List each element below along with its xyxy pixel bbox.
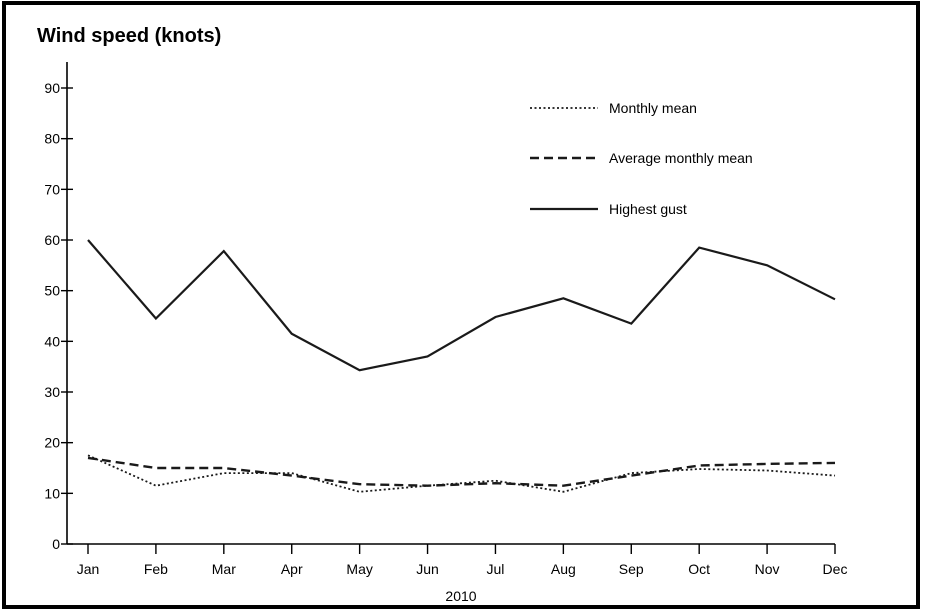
x-tick-label: Jun [416,561,439,577]
y-tick-label: 80 [44,131,60,147]
x-tick-label: Oct [688,561,710,577]
y-tick-label: 10 [44,485,60,501]
y-tick-label: 40 [44,333,60,349]
y-tick-label: 90 [44,80,60,96]
x-tick-label: Sep [619,561,644,577]
y-tick-label: 30 [44,384,60,400]
axes: 0 10 20 30 40 50 60 70 80 90 Jan Feb Mar Apr May Jun Jul… [44,62,847,577]
chart-title: Wind speed (knots) [37,25,221,47]
x-axis-label: 2010 [445,588,476,604]
y-tick-label: 60 [44,232,60,248]
legend-label-highest-gust: Highest gust [609,201,687,217]
x-tick-label: Apr [281,561,303,577]
x-tick-label: Nov [755,561,780,577]
series-line-highest-gust [87,239,836,372]
legend-label-monthly-mean: Monthly mean [609,100,697,116]
x-tick-label: Jan [77,561,100,577]
series-line-average-monthly-mean [87,456,836,487]
x-tick-label: Dec [823,561,848,577]
legend: Monthly mean Average monthly mean Highest … [530,100,753,217]
x-tick-label: May [346,561,372,577]
x-tick-label: Aug [551,561,576,577]
y-tick-label: 70 [44,181,60,197]
series-layer [87,239,836,493]
legend-label-average-monthly-mean: Average monthly mean [609,150,753,166]
x-tick-label: Mar [212,561,236,577]
y-tick-label: 50 [44,283,60,299]
series-line-monthly-mean [87,454,836,493]
y-tick-label: 20 [44,435,60,451]
x-tick-label: Jul [487,561,505,577]
y-tick-label: 0 [52,536,60,552]
x-tick-label: Feb [144,561,168,577]
